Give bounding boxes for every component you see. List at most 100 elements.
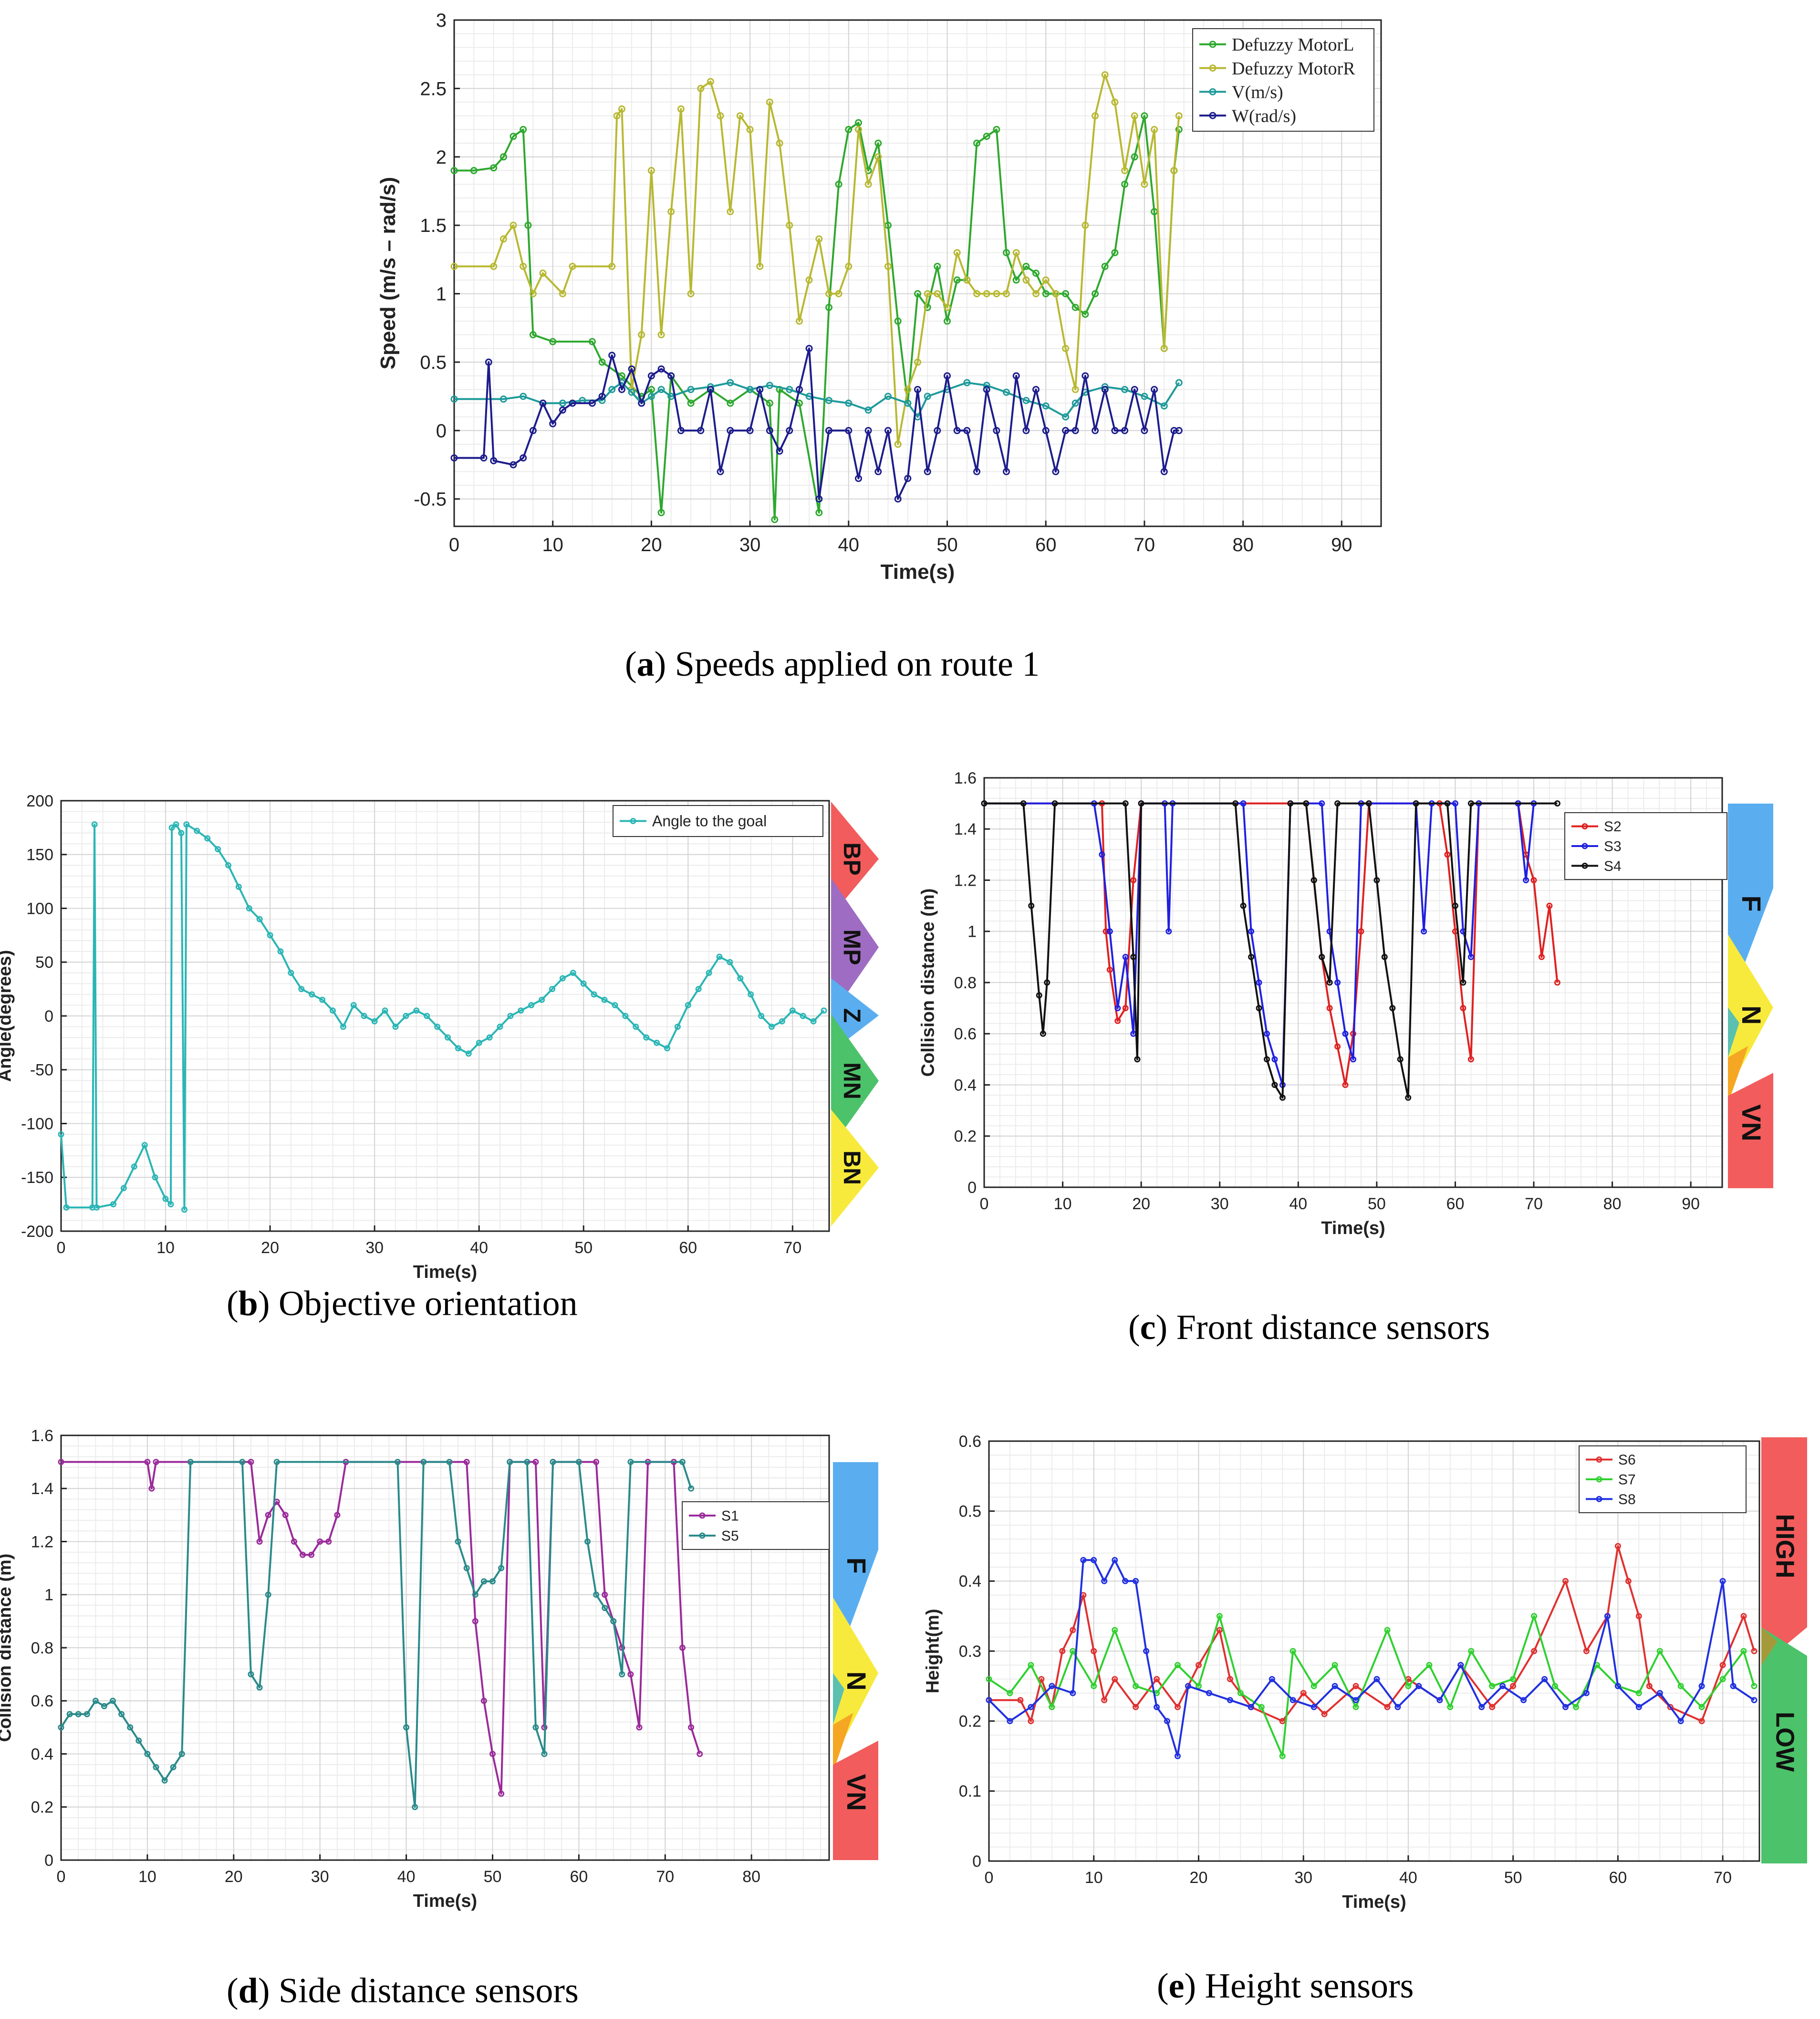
- legend-marker: [1209, 112, 1217, 119]
- x-tick-label: 40: [397, 1868, 416, 1886]
- data-point: [608, 262, 616, 270]
- data-point: [110, 1201, 116, 1208]
- data-point: [1185, 1683, 1191, 1689]
- data-point: [864, 180, 872, 188]
- fuzzy-label-MP: MP: [839, 930, 865, 965]
- x-axis-label: Time(s): [413, 1891, 477, 1911]
- data-point: [225, 862, 231, 868]
- data-point: [1583, 1690, 1590, 1696]
- data-point: [953, 276, 961, 284]
- data-point: [161, 1777, 168, 1784]
- caption-e: (e) Height sensors: [1157, 1967, 1414, 2006]
- x-tick-label: 60: [1035, 534, 1057, 555]
- y-tick-label: 0.2: [31, 1799, 53, 1817]
- series-line: [988, 1559, 1755, 1757]
- data-point: [277, 948, 284, 955]
- data-point: [1131, 153, 1138, 161]
- data-point: [1539, 953, 1545, 960]
- data-point: [499, 235, 507, 243]
- data-point: [403, 1013, 409, 1019]
- data-point: [674, 1024, 681, 1030]
- data-point: [707, 386, 714, 393]
- data-point: [1523, 877, 1529, 883]
- data-point: [480, 1578, 487, 1585]
- data-point: [986, 1697, 992, 1704]
- data-point: [924, 290, 931, 297]
- data-point: [1381, 953, 1388, 960]
- data-point: [1070, 1627, 1076, 1633]
- x-tick-label: 60: [679, 1239, 697, 1257]
- data-point: [1389, 1005, 1396, 1012]
- x-tick-label: 40: [838, 534, 860, 555]
- data-point: [549, 420, 557, 428]
- data-point: [894, 317, 902, 325]
- data-point: [688, 1485, 695, 1492]
- data-point: [779, 1018, 785, 1025]
- data-point: [1036, 992, 1042, 999]
- x-tick-label: 70: [1525, 1195, 1543, 1213]
- data-point: [1032, 290, 1040, 297]
- x-tick-label: 80: [742, 1868, 760, 1886]
- data-point: [162, 1195, 169, 1202]
- y-tick-label: 1: [44, 1586, 53, 1604]
- data-point: [1248, 1704, 1254, 1710]
- data-point: [766, 98, 773, 106]
- series-line: [61, 1461, 701, 1795]
- series-2: [981, 800, 1560, 1101]
- data-point: [647, 386, 655, 393]
- data-point: [1719, 1676, 1726, 1683]
- data-point: [1175, 1753, 1181, 1759]
- data-point: [1112, 1627, 1118, 1633]
- y-axis-label: Speed (m/s – rad/s): [376, 177, 400, 369]
- data-point: [1042, 290, 1050, 297]
- data-point: [1384, 1627, 1391, 1633]
- fuzzy-d-label-F: F: [842, 1558, 872, 1574]
- data-point: [520, 454, 527, 462]
- legend-box: [682, 1501, 830, 1550]
- data-point: [874, 468, 882, 475]
- ticks: 0 10 20 30 40 50 60 70 -200 -150 -100 -50 0 50 100 150 2…: [21, 792, 801, 1257]
- data-point: [1326, 1005, 1333, 1012]
- data-point: [1196, 1662, 1202, 1668]
- y-axis-label: Angle(degrees): [0, 950, 15, 1082]
- data-point: [746, 386, 754, 393]
- data-point: [904, 386, 912, 393]
- data-point: [1279, 1718, 1286, 1725]
- data-point: [539, 399, 547, 407]
- data-point: [1160, 468, 1168, 475]
- data-point: [1279, 1753, 1286, 1759]
- data-point: [1216, 1613, 1223, 1620]
- data-point: [1444, 851, 1451, 858]
- x-tick-label: 30: [1294, 1869, 1312, 1887]
- data-point: [1232, 800, 1239, 807]
- data-point: [855, 119, 862, 126]
- data-point: [1467, 1056, 1474, 1063]
- data-point: [884, 262, 892, 270]
- x-tick-label: 70: [1134, 534, 1155, 555]
- data-point: [1334, 1043, 1341, 1050]
- data-point: [825, 303, 832, 311]
- legend-marker: [1581, 843, 1588, 849]
- data-point: [654, 1039, 660, 1046]
- y-tick-label: 0.5: [420, 352, 447, 373]
- y-tick-label: 1.4: [954, 820, 977, 838]
- data-point: [1216, 1627, 1223, 1633]
- data-point: [1489, 1704, 1496, 1710]
- data-point: [1352, 1683, 1359, 1689]
- data-point: [815, 235, 823, 243]
- data-point: [717, 468, 724, 475]
- data-point: [688, 1724, 695, 1731]
- data-point: [944, 372, 951, 380]
- y-tick-label: 50: [35, 953, 53, 972]
- data-point: [1070, 1690, 1076, 1696]
- data-point: [601, 996, 608, 1003]
- fuzzy-set-MN: [831, 1014, 879, 1148]
- y-tick-label: -200: [21, 1223, 53, 1241]
- data-point: [1342, 1030, 1349, 1037]
- data-point: [1384, 1704, 1391, 1710]
- data-point: [1541, 1676, 1548, 1683]
- data-point: [215, 846, 221, 852]
- data-point: [805, 276, 813, 284]
- data-point: [1751, 1697, 1758, 1704]
